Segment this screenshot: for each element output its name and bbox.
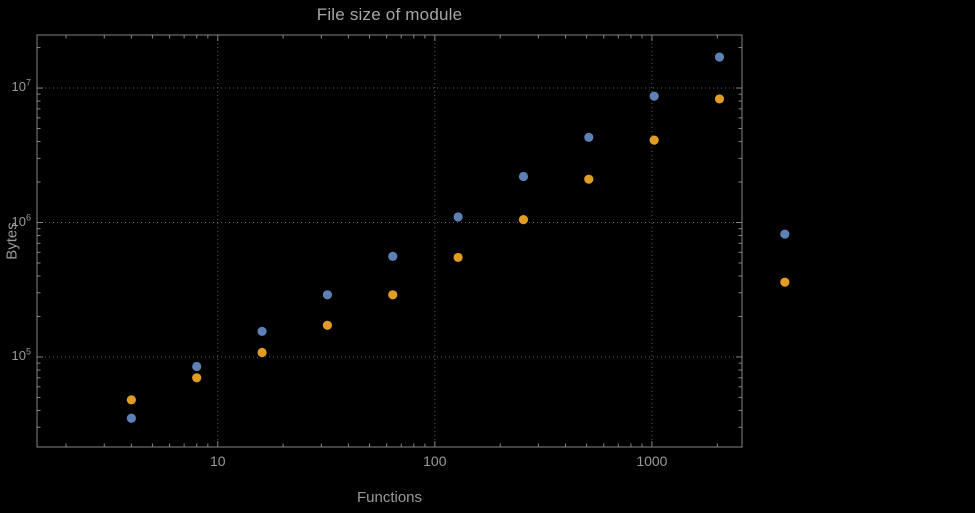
data-point-orange <box>192 373 202 383</box>
data-point-blue <box>388 251 398 261</box>
data-point-orange <box>584 174 594 184</box>
y-tick-label: 107 <box>11 77 31 95</box>
chart-title: File size of module <box>316 5 463 24</box>
data-point-blue <box>453 212 463 222</box>
data-point-orange <box>322 320 333 330</box>
x-tick-label: 100 <box>423 453 447 469</box>
data-point-orange <box>257 347 267 358</box>
data-point-orange <box>388 290 398 300</box>
data-point-orange <box>780 277 790 287</box>
data-point-blue <box>649 91 659 101</box>
data-point-orange <box>649 135 659 145</box>
x-axis-label: Functions <box>356 489 423 506</box>
data-point-orange <box>126 395 136 405</box>
data-point-orange <box>714 94 725 104</box>
y-tick-label: 105 <box>11 346 31 363</box>
data-point-orange <box>518 215 529 225</box>
data-point-blue <box>257 326 267 336</box>
data-point-blue <box>518 171 529 182</box>
data-point-blue <box>126 413 136 423</box>
data-point-orange <box>453 252 463 263</box>
data-point-blue <box>714 52 725 62</box>
y-tick-label: 106 <box>11 212 31 229</box>
x-tick-label: 10 <box>209 453 226 469</box>
data-point-blue <box>780 229 790 239</box>
data-point-blue <box>584 132 594 142</box>
x-tick-label: 1000 <box>636 453 668 469</box>
data-point-blue <box>192 361 202 372</box>
data-point-blue <box>322 290 333 300</box>
plot-frame <box>36 34 743 448</box>
